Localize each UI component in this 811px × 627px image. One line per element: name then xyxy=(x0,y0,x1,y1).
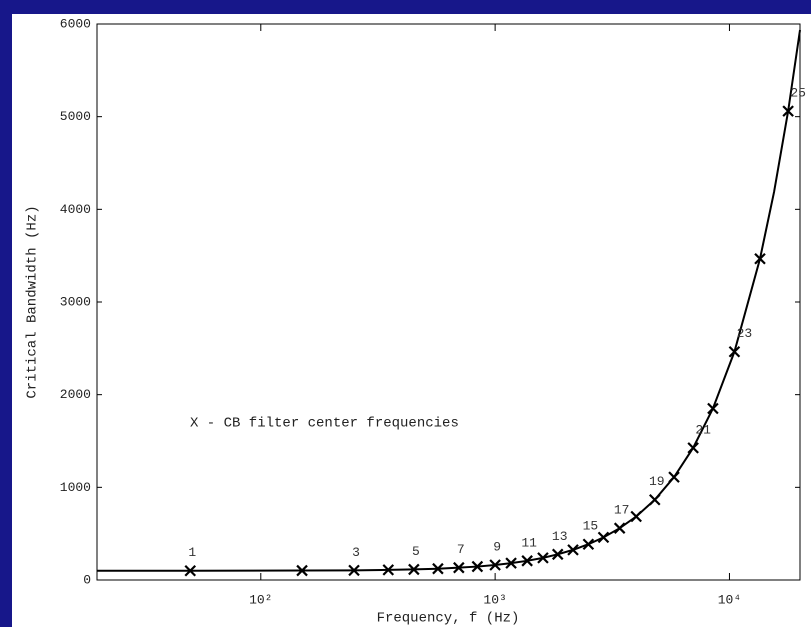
x-marker xyxy=(453,561,465,574)
y-tick-label: 0 xyxy=(83,572,91,587)
point-label: 21 xyxy=(695,422,711,437)
y-axis-label: Critical Bandwidth (Hz) xyxy=(25,205,41,398)
point-label: 9 xyxy=(493,539,501,554)
y-tick-label: 2000 xyxy=(60,387,91,402)
x-marker xyxy=(348,564,360,577)
y-tick-label: 1000 xyxy=(60,480,91,495)
panel xyxy=(12,14,811,627)
point-label: 3 xyxy=(352,545,360,560)
x-marker xyxy=(432,562,444,575)
x-marker xyxy=(597,531,610,544)
point-label: 19 xyxy=(649,474,665,489)
x-marker xyxy=(648,493,661,506)
x-marker xyxy=(754,252,766,265)
point-label: 1 xyxy=(188,545,196,560)
x-marker xyxy=(537,552,549,564)
point-label: 5 xyxy=(412,544,420,559)
x-marker xyxy=(296,564,308,577)
x-tick-label: 10⁴ xyxy=(718,592,741,607)
point-label: 25 xyxy=(790,86,806,101)
x-axis-label: Frequency, f (Hz) xyxy=(377,611,520,627)
y-tick-label: 5000 xyxy=(60,109,91,124)
x-marker xyxy=(408,563,420,576)
x-marker xyxy=(707,402,719,415)
point-label: 15 xyxy=(583,519,599,534)
point-label: 23 xyxy=(737,326,753,341)
x-marker xyxy=(687,442,699,454)
x-marker xyxy=(613,522,626,534)
x-marker xyxy=(582,538,595,551)
x-marker xyxy=(521,555,533,567)
annotation: X - CB filter center frequencies xyxy=(190,416,459,432)
point-label: 13 xyxy=(552,529,568,544)
x-tick-label: 10² xyxy=(249,592,272,607)
y-tick-label: 6000 xyxy=(60,16,91,31)
x-marker xyxy=(567,544,579,556)
x-marker xyxy=(782,105,794,117)
y-tick-label: 3000 xyxy=(60,294,91,309)
x-marker xyxy=(471,560,484,573)
point-label: 17 xyxy=(614,503,630,518)
point-label: 7 xyxy=(457,542,465,557)
x-marker xyxy=(551,548,564,561)
x-marker xyxy=(728,345,741,358)
x-marker xyxy=(505,557,517,569)
curve xyxy=(97,29,801,572)
point-label: 11 xyxy=(521,535,537,550)
x-tick-label: 10³ xyxy=(483,592,506,607)
x-marker xyxy=(184,564,197,577)
x-marker xyxy=(668,471,680,483)
x-marker xyxy=(382,564,395,576)
x-marker xyxy=(489,559,501,571)
y-tick-label: 4000 xyxy=(60,202,91,217)
x-marker xyxy=(630,510,642,523)
